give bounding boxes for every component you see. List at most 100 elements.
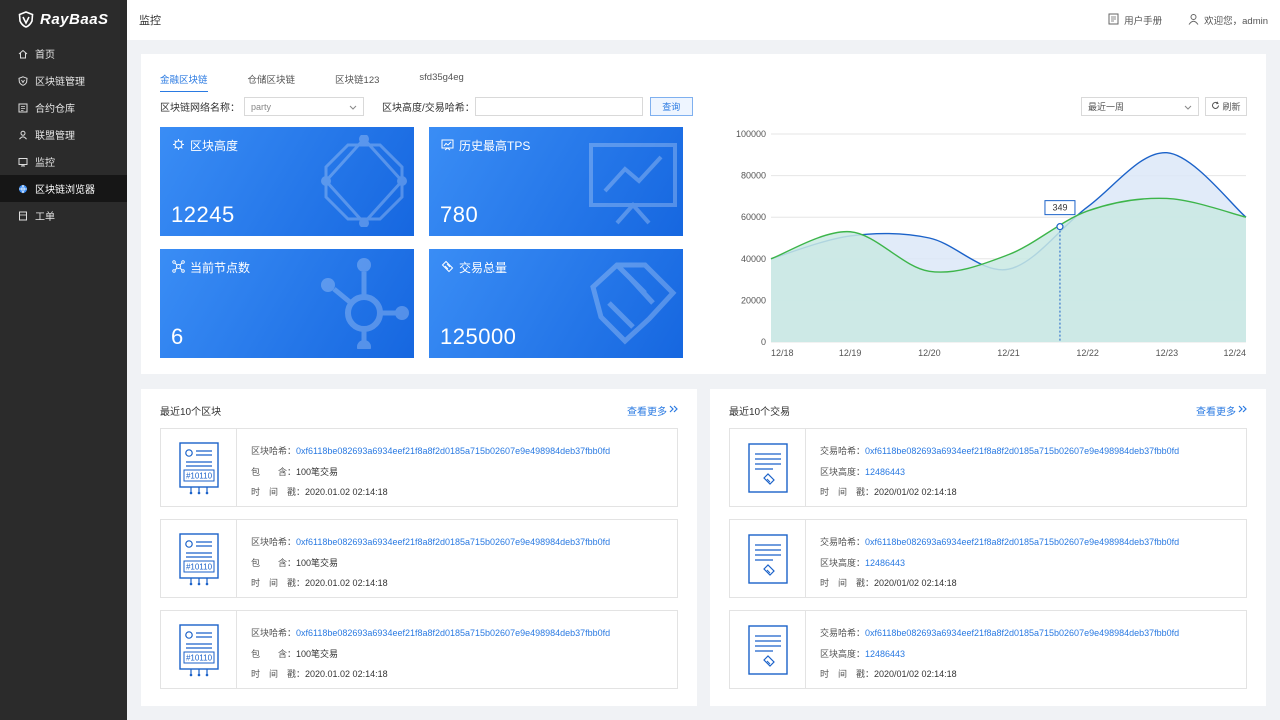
sidebar-item-chain-browser[interactable]: 区块链浏览器 xyxy=(0,175,127,202)
chart-controls: 最近一周 刷新 xyxy=(1081,97,1247,116)
filter-bar: 区块链网络名称： party 区块高度/交易哈希： 查询 xyxy=(160,97,693,116)
block-document-icon: #10110 xyxy=(178,532,219,585)
contains-label: 包 含： xyxy=(251,648,297,659)
time-value: 2020/01/02 02:14:18 xyxy=(874,578,957,588)
time-label: 时 间 戳： xyxy=(251,669,306,679)
height-label: 区块高度： xyxy=(820,648,866,659)
hub-network-icon xyxy=(321,258,409,349)
x-tick-label: 12/21 xyxy=(997,348,1020,358)
hash-label: 区块哈希： xyxy=(251,446,297,456)
nodes-icon xyxy=(172,259,185,276)
contains-value: 100笔交易 xyxy=(296,557,339,568)
user-account[interactable]: 欢迎您，admin xyxy=(1188,13,1268,28)
x-tick-label: 12/18 xyxy=(771,348,794,358)
hash-label: 区块哈希： xyxy=(251,628,297,638)
transaction-hash-link[interactable]: 0xf6118be082693a6934eef21f8a8f2d0185a715… xyxy=(865,537,1180,547)
top-header: 监控 用户手册 欢迎您，admin xyxy=(127,0,1280,40)
y-tick-label: 100000 xyxy=(736,129,766,139)
block-document-icon: #10110 xyxy=(178,623,219,676)
block-badge: #10110 xyxy=(185,471,212,480)
manual-label: 用户手册 xyxy=(1124,16,1163,27)
sidebar-nav: 首页 区块链管理 合约仓库 联盟管理 监控 区块链浏览器 工单 xyxy=(0,40,127,229)
brand[interactable]: RayBaaS xyxy=(0,0,127,38)
y-tick-label: 40000 xyxy=(741,254,766,264)
stat-card-node-count: 当前节点数 6 xyxy=(160,249,414,358)
tab-storage-chain[interactable]: 仓储区块链 xyxy=(247,75,296,86)
network-value: party xyxy=(251,101,272,112)
block-hash-link[interactable]: 0xf6118be082693a6934eef21f8a8f2d0185a715… xyxy=(296,628,611,638)
time-label: 时 间 戳： xyxy=(251,578,306,588)
chain-tabs: 金融区块链 仓储区块链 区块链123 sfd35g4eg xyxy=(160,72,504,92)
block-hash-link[interactable]: 0xf6118be082693a6934eef21f8a8f2d0185a715… xyxy=(296,537,611,547)
overview-panel: 金融区块链 仓储区块链 区块链123 sfd35g4eg 区块链网络名称： pa… xyxy=(141,54,1266,374)
sidebar: RayBaaS 首页 区块链管理 合约仓库 联盟管理 监控 区块链浏览器 工 xyxy=(0,0,127,720)
view-more-transactions-link[interactable]: 查看更多 xyxy=(1196,403,1247,418)
series-line xyxy=(770,197,1247,273)
stat-title: 历史最高TPS xyxy=(459,139,531,153)
contains-label: 包 含： xyxy=(251,466,297,477)
hash-label: 区块哈希： xyxy=(251,537,297,547)
block-hash-link[interactable]: 0xf6118be082693a6934eef21f8a8f2d0185a715… xyxy=(296,446,611,456)
transaction-hash-link[interactable]: 0xf6118be082693a6934eef21f8a8f2d0185a715… xyxy=(865,446,1180,456)
time-label: 时 间 戳： xyxy=(820,578,875,588)
sidebar-item-alliance[interactable]: 联盟管理 xyxy=(0,121,127,148)
sidebar-item-monitor[interactable]: 监控 xyxy=(0,148,127,175)
transaction-list-item[interactable]: 交易哈希： 0xf6118be082693a6934eef21f8a8f2d018… xyxy=(729,519,1247,598)
panel-title: 最近10个交易 xyxy=(729,407,791,418)
x-tick-label: 12/19 xyxy=(839,348,862,358)
network-select[interactable]: party xyxy=(244,97,364,116)
block-height-link[interactable]: 12486443 xyxy=(865,557,906,568)
sidebar-item-label: 联盟管理 xyxy=(35,131,75,142)
octagon-network-icon xyxy=(321,135,407,227)
block-list-item[interactable]: #10110 区块哈希： 0xf6118be082693a6934eef21f8a… xyxy=(160,519,678,598)
tooltip-point xyxy=(1056,223,1064,231)
stat-title: 交易总量 xyxy=(459,261,508,275)
refresh-button[interactable]: 刷新 xyxy=(1205,97,1247,116)
contract-icon xyxy=(18,103,28,113)
more-label: 查看更多 xyxy=(627,407,667,418)
sidebar-item-ticket[interactable]: 工单 xyxy=(0,202,127,229)
transaction-document-icon xyxy=(747,442,788,493)
sidebar-item-label: 工单 xyxy=(35,212,55,223)
user-manual-link[interactable]: 用户手册 xyxy=(1108,13,1162,28)
sidebar-item-label: 合约仓库 xyxy=(35,104,75,115)
query-button[interactable]: 查询 xyxy=(649,97,693,116)
hash-label: 交易哈希： xyxy=(820,537,866,547)
block-height-link[interactable]: 12486443 xyxy=(865,648,906,659)
double-chevron-right-icon xyxy=(1238,405,1247,416)
stat-title: 区块高度 xyxy=(190,139,239,153)
time-value: 2020.01.02 02:14:18 xyxy=(305,578,388,588)
hash-label: 交易哈希： xyxy=(820,446,866,456)
sidebar-item-home[interactable]: 首页 xyxy=(0,40,127,67)
monitor-icon xyxy=(18,157,28,167)
recent-blocks-panel: 最近10个区块 查看更多 #10110 区块哈希： 0xf6118be082693… xyxy=(141,389,697,706)
presentation-chart-icon xyxy=(589,143,677,225)
height-hash-input[interactable] xyxy=(474,97,643,116)
tooltip-box xyxy=(1044,200,1076,216)
block-list-item[interactable]: #10110 区块哈希： 0xf6118be082693a6934eef21f8a… xyxy=(160,428,678,507)
sidebar-item-chain-management[interactable]: 区块链管理 xyxy=(0,67,127,94)
tab-sfd35g4eg[interactable]: sfd35g4eg xyxy=(419,72,464,83)
handshake-icon xyxy=(590,262,677,345)
tab-finance-chain[interactable]: 金融区块链 xyxy=(160,72,208,92)
shield-icon xyxy=(18,75,28,86)
sidebar-item-label: 监控 xyxy=(35,158,55,169)
transaction-list-item[interactable]: 交易哈希： 0xf6118be082693a6934eef21f8a8f2d018… xyxy=(729,428,1247,507)
block-list-item[interactable]: #10110 区块哈希： 0xf6118be082693a6934eef21f8a… xyxy=(160,610,678,689)
view-more-blocks-link[interactable]: 查看更多 xyxy=(627,403,678,418)
block-badge: #10110 xyxy=(185,653,212,662)
contains-label: 包 含： xyxy=(251,557,297,568)
block-height-link[interactable]: 12486443 xyxy=(865,466,906,477)
tab-chain-123[interactable]: 区块链123 xyxy=(335,75,380,86)
transaction-list-item[interactable]: 交易哈希： 0xf6118be082693a6934eef21f8a8f2d018… xyxy=(729,610,1247,689)
series-area xyxy=(771,198,1246,342)
brand-name: RayBaaS xyxy=(40,10,109,28)
sidebar-item-contract-repo[interactable]: 合约仓库 xyxy=(0,94,127,121)
time-range-select[interactable]: 最近一周 xyxy=(1081,97,1199,116)
tps-area-chart[interactable]: 0 20000 40000 60000 80000 100000 12/18 12/19 12/… xyxy=(716,126,1256,366)
height-label: 区块高度： xyxy=(820,557,866,568)
stat-value: 6 xyxy=(171,324,184,349)
stat-card-transaction-total: 交易总量 125000 xyxy=(429,249,683,358)
transaction-hash-link[interactable]: 0xf6118be082693a6934eef21f8a8f2d0185a715… xyxy=(865,628,1180,638)
sidebar-item-label: 区块链管理 xyxy=(35,77,85,88)
